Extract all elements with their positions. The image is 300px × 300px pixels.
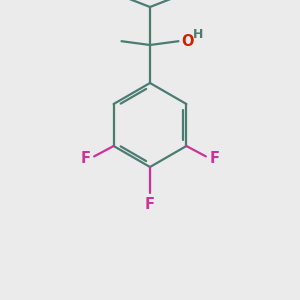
Text: F: F [80,151,90,166]
Text: H: H [193,28,203,41]
Text: F: F [145,197,155,212]
Text: F: F [210,151,220,166]
Text: O: O [182,34,194,49]
